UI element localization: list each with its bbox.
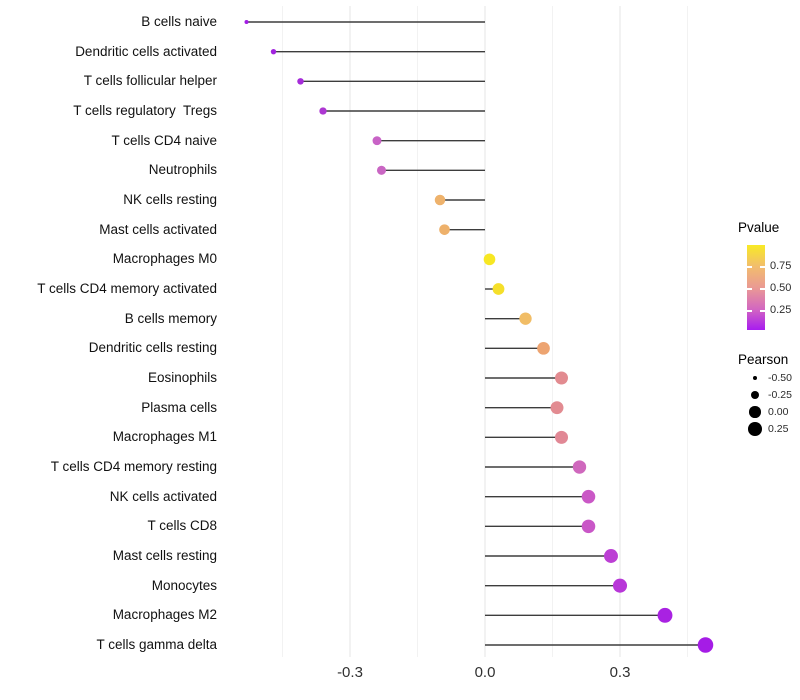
y-axis-label: T cells CD4 memory activated <box>37 281 217 296</box>
lollipop-dot <box>319 107 327 115</box>
pearson-legend-label: -0.25 <box>768 388 792 401</box>
lollipop-dot <box>554 430 569 444</box>
pvalue-bar-tick-right <box>760 265 765 268</box>
pearson-legend-dot <box>748 422 762 436</box>
y-axis-label: B cells naive <box>141 14 217 29</box>
lollipop-dot <box>604 549 618 563</box>
pearson-legend-dot <box>750 390 760 400</box>
pearson-legend-label: 0.25 <box>768 422 789 435</box>
pvalue-legend-title: Pvalue <box>738 220 780 235</box>
pvalue-tick-label: 0.50 <box>770 281 792 294</box>
x-axis-tick-label: -0.3 <box>337 664 363 681</box>
lollipop-dot <box>483 253 496 266</box>
lollipop-dot <box>439 224 450 235</box>
x-axis-tick-label: 0.0 <box>474 664 496 681</box>
lollipop-dot <box>572 460 587 474</box>
lollipop-dot <box>550 401 564 415</box>
y-axis-label: Plasma cells <box>141 399 217 415</box>
y-axis-label: T cells CD4 naive <box>111 132 217 148</box>
lollipop-dot <box>270 48 277 55</box>
pearson-legend-label: 0.00 <box>768 405 789 418</box>
lollipop-dot <box>697 637 714 653</box>
pearson-legend-title: Pearson <box>738 352 789 367</box>
y-axis-label: Eosinophils <box>147 370 217 385</box>
y-axis-label: T cells regulatory Tregs <box>73 103 217 118</box>
lollipop-dot <box>244 20 249 24</box>
pearson-legend-label: -0.50 <box>768 371 792 384</box>
y-axis-label: Macrophages M1 <box>112 429 217 445</box>
lollipop-dot <box>612 578 628 593</box>
y-axis-label: Neutrophils <box>148 162 217 178</box>
lollipop-dot <box>434 194 446 206</box>
pvalue-bar-tick-right <box>760 309 765 312</box>
pearson-legend-dot <box>752 375 758 381</box>
y-axis-label: T cells follicular helper <box>83 73 217 89</box>
x-axis-tick-label: 0.3 <box>609 664 631 681</box>
pearson-size-legend: Pearson -0.50 -0.25 0.00 0.25 <box>733 352 800 452</box>
lollipop-dot <box>537 341 550 355</box>
y-axis-label: NK cells activated <box>109 488 217 504</box>
lollipop-dot <box>492 283 505 295</box>
lollipop-dot <box>581 489 596 504</box>
pvalue-bar-tick-right <box>760 287 765 290</box>
y-axis-label: B cells memory <box>124 310 217 326</box>
y-axis-label: T cells CD8 <box>147 518 217 534</box>
pearson-legend-dot <box>749 406 761 418</box>
pvalue-tick-label: 0.25 <box>770 303 792 316</box>
y-axis-label: Mast cells activated <box>99 221 217 237</box>
lollipop-dot <box>657 607 673 623</box>
pvalue-bar-tick-left <box>747 287 752 290</box>
lollipop-dot <box>376 165 387 175</box>
y-axis-label: Macrophages M0 <box>112 251 217 267</box>
lollipop-dot <box>372 136 382 146</box>
y-axis-label: Dendritic cells resting <box>88 340 217 356</box>
pvalue-tick-label: 0.75 <box>770 259 792 272</box>
y-axis-label: Mast cells resting <box>112 548 217 563</box>
pvalue-color-legend: Pvalue 0.75 0.50 0.25 <box>733 220 800 345</box>
lollipop-dot <box>581 519 596 534</box>
pvalue-bar-tick-left <box>747 265 752 268</box>
y-axis-label: T cells gamma delta <box>96 637 217 652</box>
y-axis-label: Dendritic cells activated <box>75 43 217 59</box>
lollipop-dot <box>297 78 304 85</box>
y-axis-label: T cells CD4 memory resting <box>50 459 217 474</box>
lollipop-dot <box>519 312 532 325</box>
pvalue-bar-tick-left <box>747 309 752 312</box>
y-axis-label: Monocytes <box>151 577 217 593</box>
y-axis-label: Macrophages M2 <box>112 607 217 623</box>
y-axis-label: NK cells resting <box>123 192 217 207</box>
lollipop-dot <box>554 371 569 385</box>
